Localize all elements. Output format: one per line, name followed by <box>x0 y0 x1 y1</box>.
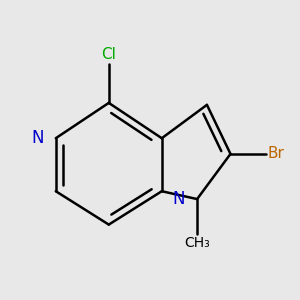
Text: Br: Br <box>268 146 285 161</box>
Text: CH₃: CH₃ <box>184 236 210 250</box>
Text: Cl: Cl <box>101 47 116 62</box>
Text: N: N <box>32 129 44 147</box>
Text: N: N <box>173 190 185 208</box>
